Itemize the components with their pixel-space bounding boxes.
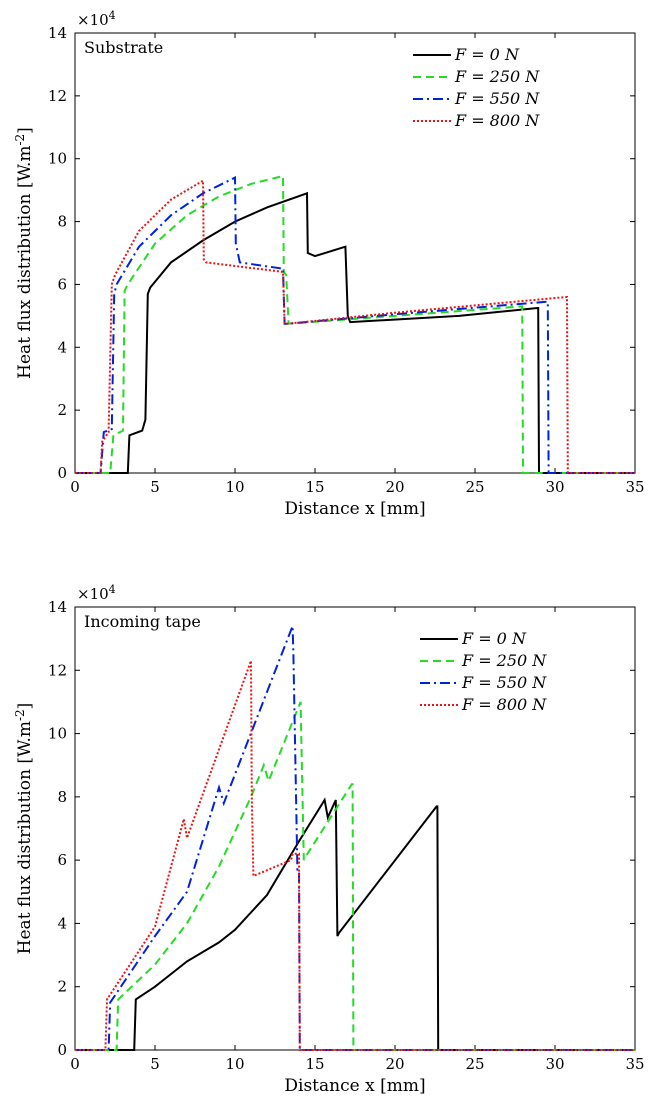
y-tick-label: 14 (48, 598, 67, 616)
y-tick-label: 6 (57, 275, 67, 293)
x-tick-label: 25 (465, 1055, 484, 1073)
x-tick-label: 15 (305, 1055, 324, 1073)
x-tick-label: 25 (465, 478, 484, 496)
incoming-tape-chart: 0 5 10 15 20 25 30 35 0 2 4 6 8 10 12 14 ×104 Distance x … (13, 583, 645, 1096)
series-line-1 (75, 174, 635, 474)
series-line-1 (75, 701, 635, 1051)
legend-entry-1: F = 250 N (454, 67, 540, 86)
panel-label: Incoming tape (84, 612, 201, 631)
y-tick-label: 8 (57, 788, 67, 806)
legend-entry-0: F = 0 N (454, 45, 520, 64)
legend-entry-2: F = 550 N (461, 673, 547, 692)
y-tick-label: 8 (57, 213, 67, 231)
legend-entry-1: F = 250 N (461, 651, 547, 670)
x-tick-label: 0 (70, 478, 80, 496)
y-tick-label: 12 (48, 661, 67, 679)
x-tick-label: 20 (385, 478, 404, 496)
x-tick-label: 35 (625, 478, 644, 496)
substrate-chart: 0 5 10 15 20 25 30 35 0 2 4 6 8 10 12 14 ×104 Distance x … (13, 9, 645, 519)
y-tick-label: 12 (48, 87, 67, 105)
legend-entry-3: F = 800 N (461, 695, 547, 714)
legend-entry-2: F = 550 N (454, 89, 540, 108)
series-line-0 (75, 797, 635, 1051)
series-line-0 (75, 191, 635, 474)
y-multiplier: ×104 (77, 583, 116, 603)
x-tick-label: 30 (545, 478, 564, 496)
y-tick-label: 2 (57, 401, 67, 419)
x-axis-label: Distance x [mm] (284, 1076, 425, 1096)
y-tick-label: 0 (57, 1041, 67, 1059)
series-line-2 (75, 176, 635, 474)
x-tick-label: 35 (625, 1055, 644, 1073)
legend-entry-0: F = 0 N (461, 629, 527, 648)
x-axis-label: Distance x [mm] (284, 499, 425, 519)
y-multiplier: ×104 (77, 9, 116, 29)
y-tick-label: 4 (57, 914, 67, 932)
y-axis-label: Heat flux distribution [W.m-2] (13, 703, 35, 955)
y-tick-label: 6 (57, 851, 67, 869)
y-tick-label: 4 (57, 338, 67, 356)
y-tick-label: 2 (57, 978, 67, 996)
y-tick-label: 10 (48, 150, 67, 168)
y-axis-label: Heat flux distribution [W.m-2] (13, 127, 35, 379)
x-tick-label: 5 (150, 1055, 160, 1073)
panel-label: Substrate (84, 38, 163, 57)
x-tick-label: 10 (225, 1055, 244, 1073)
x-tick-label: 5 (150, 478, 160, 496)
x-tick-label: 30 (545, 1055, 564, 1073)
legend-entry-3: F = 800 N (454, 111, 540, 130)
series-line-2 (75, 625, 635, 1051)
y-tick-label: 0 (57, 464, 67, 482)
series-line-3 (75, 178, 635, 474)
x-tick-label: 15 (305, 478, 324, 496)
x-tick-label: 20 (385, 1055, 404, 1073)
x-tick-label: 0 (70, 1055, 80, 1073)
y-tick-label: 14 (48, 24, 67, 42)
y-tick-label: 10 (48, 725, 67, 743)
x-tick-label: 10 (225, 478, 244, 496)
plot-area (74, 32, 636, 474)
